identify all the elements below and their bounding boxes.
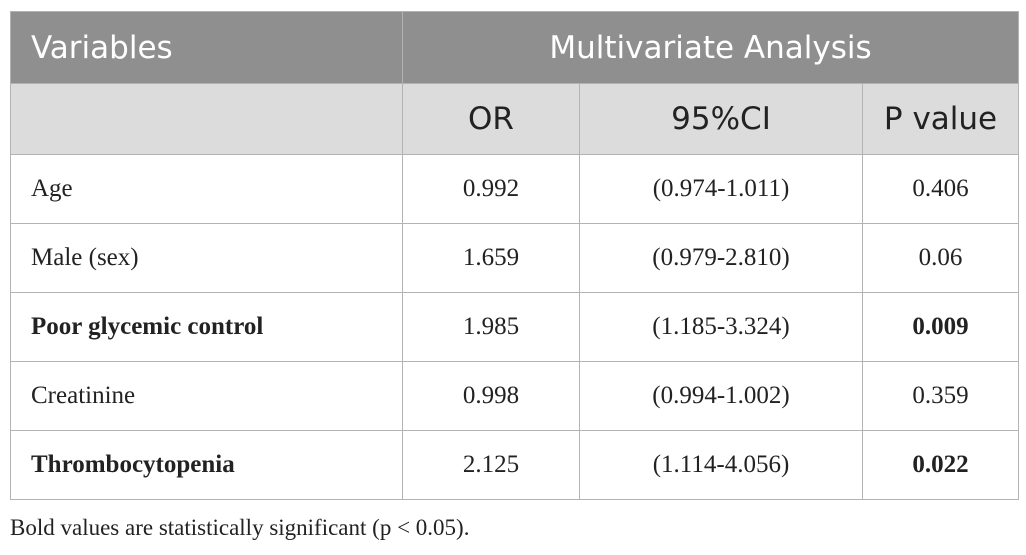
cell-variable: Thrombocytopenia xyxy=(10,430,403,500)
cell-ci: (1.185-3.324) xyxy=(579,292,863,362)
cell-p-value: 0.359 xyxy=(861,361,1020,431)
cell-or: 2.125 xyxy=(402,430,580,500)
table-row: Poor glycemic control 1.985 (1.185-3.324… xyxy=(10,292,1020,362)
cell-p-value: 0.406 xyxy=(861,154,1020,224)
cell-variable: Age xyxy=(10,154,403,224)
subheader-or: OR xyxy=(402,83,580,155)
subheader-empty xyxy=(10,83,403,155)
cell-or: 1.985 xyxy=(402,292,580,362)
results-table-container: Variables Multivariate Analysis OR 95%CI… xyxy=(10,11,1020,500)
header-row-primary: Variables Multivariate Analysis xyxy=(10,11,1020,84)
cell-ci: (1.114-4.056) xyxy=(579,430,863,500)
multivariate-analysis-table: Variables Multivariate Analysis OR 95%CI… xyxy=(10,11,1020,500)
cell-p-value: 0.022 xyxy=(861,430,1020,500)
subheader-p-value: P value xyxy=(861,83,1020,155)
table-row: Age 0.992 (0.974-1.011) 0.406 xyxy=(10,154,1020,224)
header-variables: Variables xyxy=(10,11,403,84)
header-multivariate-analysis: Multivariate Analysis xyxy=(401,11,1020,84)
cell-ci: (0.979-2.810) xyxy=(579,223,863,293)
cell-ci: (0.994-1.002) xyxy=(579,361,863,431)
table-row: Creatinine 0.998 (0.994-1.002) 0.359 xyxy=(10,361,1020,431)
subheader-ci: 95%CI xyxy=(579,83,863,155)
cell-variable: Creatinine xyxy=(10,361,403,431)
table-row: Male (sex) 1.659 (0.979-2.810) 0.06 xyxy=(10,223,1020,293)
table-footnote: Bold values are statistically significan… xyxy=(10,515,470,540)
cell-or: 0.998 xyxy=(402,361,580,431)
table-body: Age 0.992 (0.974-1.011) 0.406 Male (sex)… xyxy=(10,154,1020,500)
cell-variable: Male (sex) xyxy=(10,223,403,293)
header-row-secondary: OR 95%CI P value xyxy=(10,83,1020,155)
cell-variable: Poor glycemic control xyxy=(10,292,403,362)
cell-p-value: 0.009 xyxy=(861,292,1020,362)
cell-p-value: 0.06 xyxy=(861,223,1020,293)
table-row: Thrombocytopenia 2.125 (1.114-4.056) 0.0… xyxy=(10,430,1020,500)
cell-or: 1.659 xyxy=(402,223,580,293)
cell-ci: (0.974-1.011) xyxy=(579,154,863,224)
cell-or: 0.992 xyxy=(402,154,580,224)
